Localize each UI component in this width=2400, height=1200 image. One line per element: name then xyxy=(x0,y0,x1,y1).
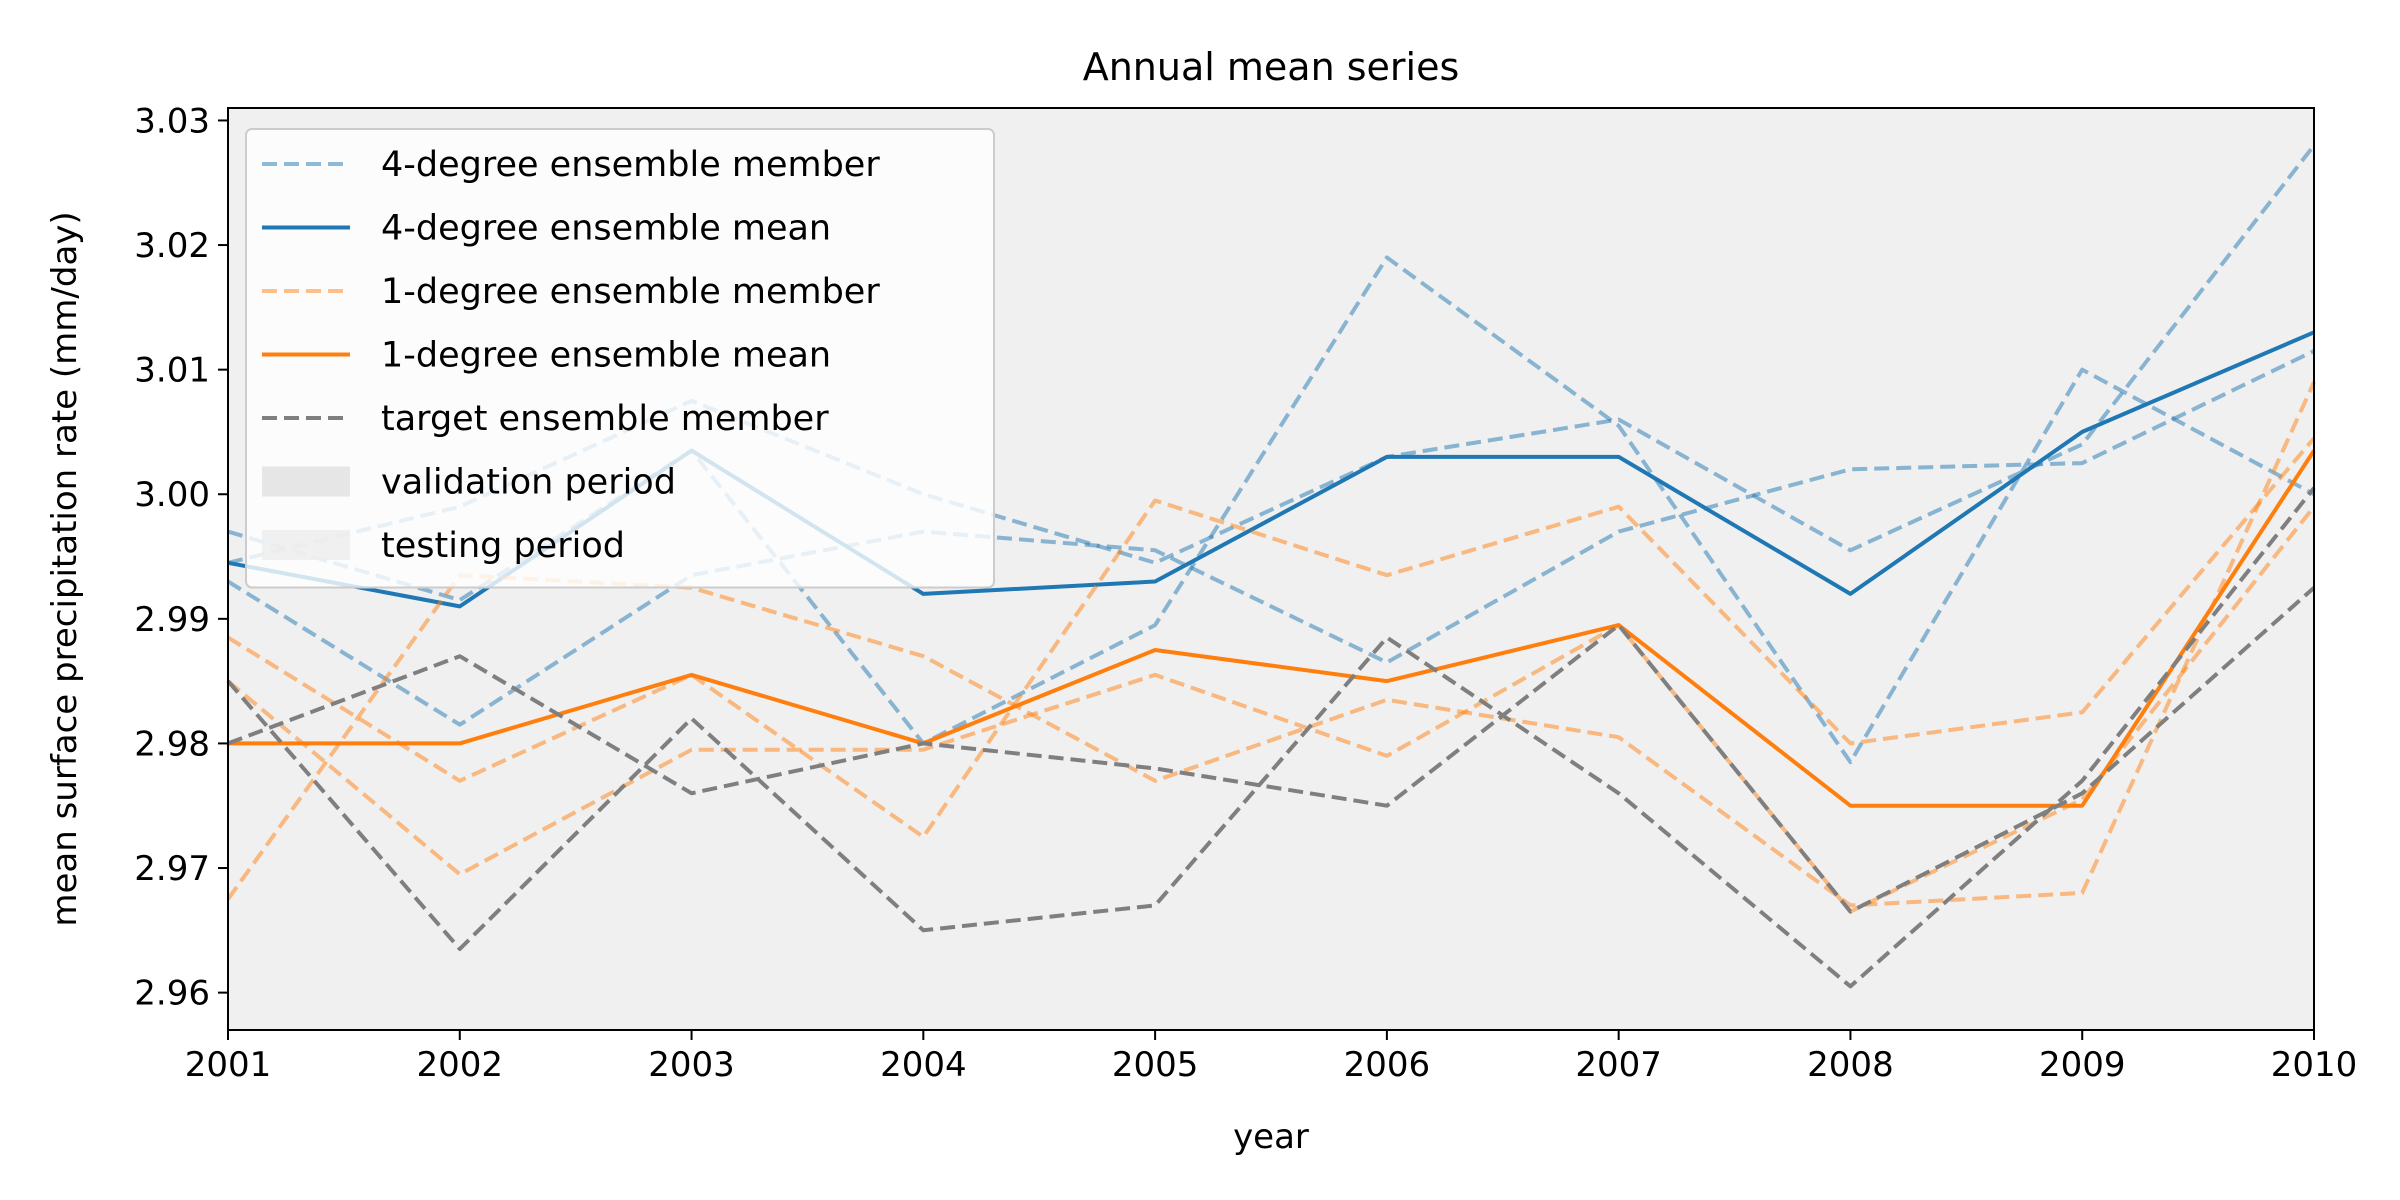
series-line-6 xyxy=(226,505,2316,914)
x-tick-label: 2010 xyxy=(2271,1045,2358,1085)
x-tick-label: 2002 xyxy=(417,1045,504,1085)
plot-frame xyxy=(227,107,2315,1031)
legend-swatch xyxy=(262,530,350,560)
legend-label: 1-degree ensemble mean xyxy=(381,336,831,376)
y-tick-label: 2.99 xyxy=(134,600,210,640)
y-tick-label: 2.96 xyxy=(134,974,210,1014)
series-line-8 xyxy=(228,449,2316,808)
legend-label: 4-degree ensemble member xyxy=(381,145,880,185)
y-tick-label: 3.01 xyxy=(134,351,210,391)
y-tick-label: 3.02 xyxy=(134,226,210,266)
chart-title: Annual mean series xyxy=(1083,45,1460,89)
legend-label: testing period xyxy=(381,526,625,566)
y-tick-label: 3.03 xyxy=(134,101,210,141)
y-axis-label: mean surface precipitation rate (mm/day) xyxy=(45,211,85,926)
legend-label: validation period xyxy=(381,463,676,503)
y-tick-label: 3.00 xyxy=(134,475,210,515)
legend-label: 4-degree ensemble mean xyxy=(381,209,831,249)
y-tick-label: 2.98 xyxy=(134,724,210,764)
x-tick-label: 2004 xyxy=(880,1045,967,1085)
x-tick-label: 2009 xyxy=(2039,1045,2126,1085)
legend-label: target ensemble member xyxy=(381,399,829,439)
legend-label: 1-degree ensemble member xyxy=(381,272,880,312)
x-tick-label: 2003 xyxy=(648,1045,735,1085)
series-line-9 xyxy=(226,486,2316,989)
series-line-10 xyxy=(227,586,2316,914)
legend-swatch xyxy=(262,466,350,497)
x-tick-label: 2005 xyxy=(1112,1045,1199,1085)
x-tick-label: 2001 xyxy=(185,1045,272,1085)
x-axis: 2001 2002 2003 2004 2005 2006 2007 2008 2009 2010 xyxy=(185,1030,2358,1085)
series-line-2 xyxy=(226,349,2315,727)
x-tick-label: 2006 xyxy=(1344,1045,1431,1085)
legend: 4-degree ensemble member 4-degree ensembl… xyxy=(245,128,995,589)
x-tick-label: 2008 xyxy=(1807,1045,1894,1085)
x-tick-label: 2007 xyxy=(1575,1045,1662,1085)
series-line-7 xyxy=(226,436,2316,839)
y-tick-label: 2.97 xyxy=(134,849,210,889)
y-axis: 2.96 2.97 2.98 2.99 3.00 3.01 3.02 3.03 xyxy=(134,101,228,1014)
x-axis-label: year xyxy=(1233,1117,1309,1157)
legend-box xyxy=(245,128,995,589)
